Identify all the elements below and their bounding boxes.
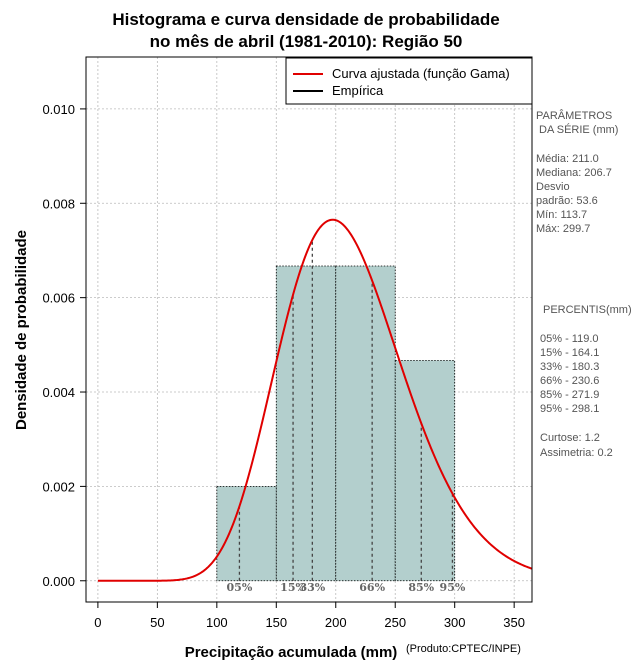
chart-title-line1: Histograma e curva densidade de probabil… xyxy=(112,10,499,29)
histogram-bar xyxy=(335,265,396,582)
percentile-label: 66% xyxy=(359,581,385,594)
skewness-text: Assimetria: 0.2 xyxy=(540,447,613,459)
histogram-bar xyxy=(275,265,337,582)
percentil-line: 05% - 119.0 xyxy=(540,333,599,345)
x-tick-label: 100 xyxy=(206,615,228,630)
histogram-bar xyxy=(216,485,277,582)
y-tick-label: 0.006 xyxy=(42,291,75,306)
x-axis-label: Precipitação acumulada (mm) xyxy=(185,644,398,660)
y-tick-label: 0.008 xyxy=(42,196,75,211)
percentil-line: 15% - 164.1 xyxy=(540,347,599,359)
kurtosis-text: Curtose: 1.2 xyxy=(540,432,600,444)
percentile-label: 05% xyxy=(227,581,253,594)
stat-line: Mín: 113.7 xyxy=(536,209,587,221)
gamma-curve-layer xyxy=(97,218,533,582)
plot-frame xyxy=(85,56,533,603)
y-tick-label: 0.004 xyxy=(42,385,75,400)
percentile-lines xyxy=(238,239,454,581)
percentile-label: 33% xyxy=(299,581,325,594)
params-title-2: DA SÉRIE (mm) xyxy=(539,123,618,136)
percentile-label: 95% xyxy=(440,581,466,594)
percentis-title: PERCENTIS(mm) xyxy=(543,304,632,316)
params-title-1: PARÂMETROS xyxy=(536,109,612,122)
legend-box xyxy=(285,57,533,105)
stat-line: Desvio xyxy=(536,181,570,193)
x-tick-label: 300 xyxy=(444,615,466,630)
stat-line: Mediana: 206.7 xyxy=(536,167,612,179)
y-tick-label: 0.000 xyxy=(42,574,75,589)
percentile-label: 15% xyxy=(280,581,306,594)
percentile-labels: 05% 15%33% 66% 85% 95% xyxy=(227,581,466,594)
percentile-label: 85% xyxy=(408,581,434,594)
stat-line: padrão: 53.6 xyxy=(536,195,598,207)
legend: Curva ajustada (função Gama) Empírica xyxy=(285,57,533,105)
chart-title-line2: no mês de abril (1981-2010): Região 50 xyxy=(150,32,463,51)
gamma-curve xyxy=(97,218,533,582)
percentil-line: 33% - 180.3 xyxy=(540,361,599,373)
histogram-bars xyxy=(216,265,456,582)
stat-line: Média: 211.0 xyxy=(536,153,599,165)
histogram-bar xyxy=(394,360,456,582)
percentil-line: 95% - 298.1 xyxy=(540,403,599,415)
stat-line: Máx: 299.7 xyxy=(536,223,590,235)
x-tick-label: 350 xyxy=(503,615,525,630)
y-axis-label: Densidade de probabilidade xyxy=(13,230,30,430)
percentil-line: 66% - 230.6 xyxy=(540,375,599,387)
legend-label-fit: Curva ajustada (função Gama) xyxy=(332,66,510,81)
axes: 0 50 100 150 200 250 300 350 0.000 0.002 0.004 0.00… xyxy=(42,102,525,630)
x-tick-label: 200 xyxy=(325,615,347,630)
percentil-line: 85% - 271.9 xyxy=(540,389,599,401)
x-tick-label: 0 xyxy=(94,615,101,630)
legend-label-empirical: Empírica xyxy=(332,83,384,98)
x-tick-label: 50 xyxy=(150,615,164,630)
y-tick-label: 0.010 xyxy=(42,102,75,117)
x-tick-label: 250 xyxy=(384,615,406,630)
side-panel: PARÂMETROS DA SÉRIE (mm) Média: 211.0 Me… xyxy=(536,109,632,459)
x-tick-label: 150 xyxy=(265,615,287,630)
credit-text: (Produto:CPTEC/INPE) xyxy=(406,643,521,655)
y-tick-label: 0.002 xyxy=(42,479,75,494)
